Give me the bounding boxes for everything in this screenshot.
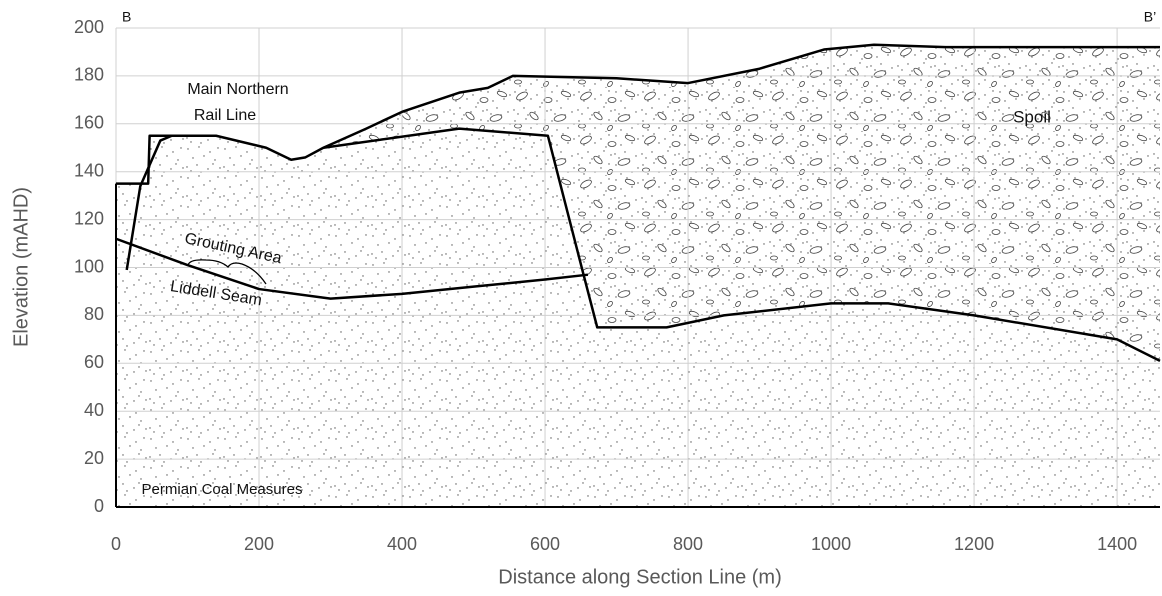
annotation: Permian Coal Measures <box>142 481 303 498</box>
x-tick-label: 400 <box>387 534 417 554</box>
boundary-line <box>323 127 1161 363</box>
y-axis-title: Elevation (mAHD) <box>10 187 32 347</box>
annotation: Spoil <box>1013 107 1051 126</box>
boundary-line <box>125 134 173 271</box>
x-tick-label: 600 <box>530 534 560 554</box>
brace <box>187 259 267 285</box>
spoil-fill <box>323 28 1160 361</box>
annotation: B <box>122 9 131 25</box>
y-tick-label: 100 <box>74 256 104 276</box>
y-tick-label: 20 <box>84 448 104 468</box>
x-tick-label: 800 <box>673 534 703 554</box>
y-tick-label: 60 <box>84 352 104 372</box>
y-tick-label: 40 <box>84 400 104 420</box>
x-tick-label: 1000 <box>811 534 851 554</box>
annotation: Rail Line <box>194 107 256 124</box>
boundary-line <box>116 43 1160 185</box>
y-tick-label: 200 <box>74 17 104 37</box>
x-tick-label: 1400 <box>1097 534 1137 554</box>
y-tick-label: 160 <box>74 113 104 133</box>
x-tick-label: 1200 <box>954 534 994 554</box>
plot-area <box>115 27 1161 508</box>
boundary-line <box>115 237 589 300</box>
y-tick-label: 120 <box>74 208 104 228</box>
x-tick-label: 0 <box>111 534 121 554</box>
y-tick-label: 140 <box>74 160 104 180</box>
y-tick-label: 180 <box>74 65 104 85</box>
x-tick-label: 200 <box>244 534 274 554</box>
y-tick-label: 0 <box>94 496 104 516</box>
y-tick-label: 80 <box>84 304 104 324</box>
annotation: Main Northern <box>187 81 288 98</box>
annotation: B’ <box>1144 9 1156 25</box>
x-axis-title: Distance along Section Line (m) <box>498 566 781 588</box>
air-fill <box>116 28 1160 184</box>
